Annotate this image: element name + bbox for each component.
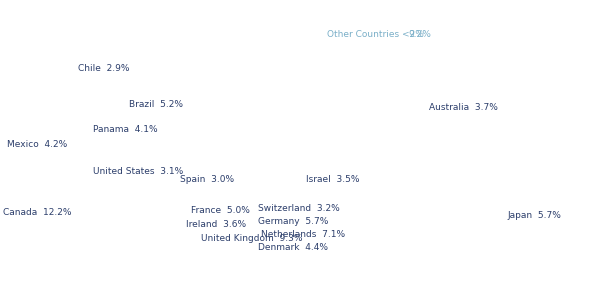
Text: Panama  4.1%: Panama 4.1% <box>93 125 158 134</box>
Text: Australia  3.7%: Australia 3.7% <box>429 103 498 112</box>
Text: France  5.0%: France 5.0% <box>191 206 250 215</box>
Text: Chile  2.9%: Chile 2.9% <box>78 64 130 73</box>
Text: Spain  3.0%: Spain 3.0% <box>180 175 234 184</box>
Text: Brazil  5.2%: Brazil 5.2% <box>129 100 183 109</box>
Text: Germany  5.7%: Germany 5.7% <box>258 217 328 226</box>
Text: 9.2%: 9.2% <box>408 30 431 40</box>
Text: Switzerland  3.2%: Switzerland 3.2% <box>258 204 340 213</box>
Text: Israel  3.5%: Israel 3.5% <box>306 175 359 185</box>
Text: Other Countries <2%: Other Countries <2% <box>327 30 424 40</box>
Text: Ireland  3.6%: Ireland 3.6% <box>186 220 246 230</box>
Text: Denmark  4.4%: Denmark 4.4% <box>258 243 328 252</box>
Text: Japan  5.7%: Japan 5.7% <box>507 211 561 220</box>
Text: Mexico  4.2%: Mexico 4.2% <box>7 140 67 149</box>
Text: United Kingdom  9.3%: United Kingdom 9.3% <box>201 234 302 243</box>
Text: Netherlands  7.1%: Netherlands 7.1% <box>261 230 345 239</box>
Text: Canada  12.2%: Canada 12.2% <box>3 208 71 217</box>
Text: United States  3.1%: United States 3.1% <box>93 167 183 176</box>
